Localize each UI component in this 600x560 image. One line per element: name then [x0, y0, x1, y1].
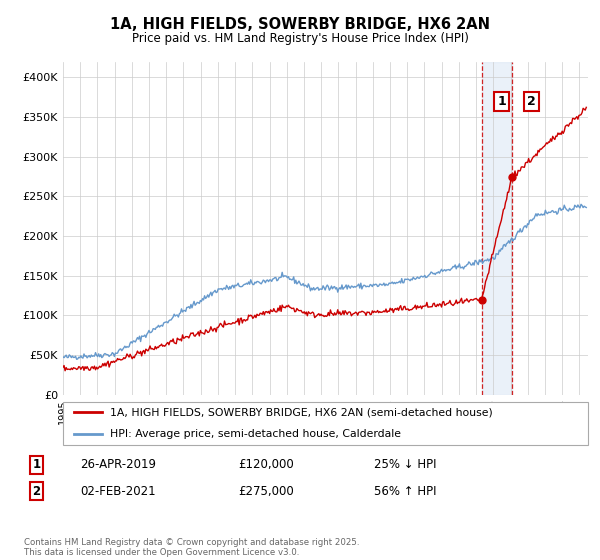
Text: 1: 1 — [497, 95, 506, 108]
Text: 25% ↓ HPI: 25% ↓ HPI — [374, 458, 436, 471]
Text: £120,000: £120,000 — [238, 458, 294, 471]
Text: 1A, HIGH FIELDS, SOWERBY BRIDGE, HX6 2AN: 1A, HIGH FIELDS, SOWERBY BRIDGE, HX6 2AN — [110, 17, 490, 32]
Text: 1: 1 — [32, 458, 40, 471]
Text: 1A, HIGH FIELDS, SOWERBY BRIDGE, HX6 2AN (semi-detached house): 1A, HIGH FIELDS, SOWERBY BRIDGE, HX6 2AN… — [110, 407, 493, 417]
Text: 26-APR-2019: 26-APR-2019 — [80, 458, 157, 471]
Bar — [482, 62, 512, 395]
Text: 02-FEB-2021: 02-FEB-2021 — [80, 485, 156, 498]
Text: HPI: Average price, semi-detached house, Calderdale: HPI: Average price, semi-detached house,… — [110, 429, 401, 439]
Text: Price paid vs. HM Land Registry's House Price Index (HPI): Price paid vs. HM Land Registry's House … — [131, 32, 469, 45]
Text: 2: 2 — [32, 485, 40, 498]
Text: £275,000: £275,000 — [238, 485, 294, 498]
FancyBboxPatch shape — [63, 402, 588, 445]
Text: 56% ↑ HPI: 56% ↑ HPI — [374, 485, 436, 498]
Text: 2: 2 — [527, 95, 536, 108]
Text: Contains HM Land Registry data © Crown copyright and database right 2025.
This d: Contains HM Land Registry data © Crown c… — [24, 538, 359, 557]
